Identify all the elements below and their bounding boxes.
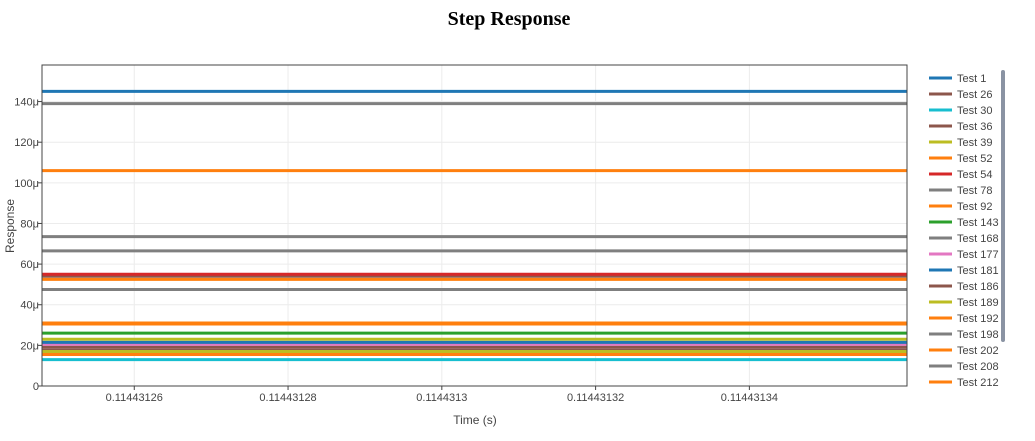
- y-tick-label: 0: [33, 381, 39, 393]
- x-tick-label: 0.11443128: [259, 392, 316, 404]
- legend-item[interactable]: Test 52: [929, 153, 992, 165]
- x-tick-label: 0.11443132: [567, 392, 624, 404]
- legend-item[interactable]: Test 143: [929, 217, 999, 229]
- legend-label: Test 177: [957, 249, 999, 261]
- legend-item[interactable]: Test 39: [929, 137, 992, 149]
- legend-label: Test 26: [957, 89, 992, 101]
- y-tick-label: 120μ: [14, 137, 39, 149]
- y-axis-ticks: 0 20μ 40μ 60μ 80μ 100μ 120μ 140μ: [14, 97, 42, 393]
- legend-item[interactable]: Test 198: [929, 329, 999, 341]
- legend-label: Test 39: [957, 137, 992, 149]
- legend-label: Test 189: [957, 297, 999, 309]
- y-tick-label: 140μ: [14, 97, 39, 109]
- series-lines: [42, 89, 907, 362]
- legend-label: Test 181: [957, 265, 999, 277]
- chart-title: Step Response: [448, 8, 571, 30]
- legend-item[interactable]: Test 1: [929, 73, 986, 85]
- legend-label: Test 168: [957, 233, 999, 245]
- y-axis-title: Response: [3, 199, 17, 253]
- grid-lines: [42, 65, 907, 386]
- legend-label: Test 52: [957, 153, 992, 165]
- legend-label: Test 78: [957, 185, 992, 197]
- legend-item[interactable]: Test 186: [929, 281, 999, 293]
- x-axis-title: Time (s): [453, 413, 497, 427]
- y-tick-label: 20μ: [20, 340, 39, 352]
- legend-scrollbar[interactable]: [1001, 70, 1005, 342]
- legend-item[interactable]: Test 78: [929, 185, 992, 197]
- y-tick-label: 80μ: [20, 218, 39, 230]
- x-tick-label: 0.11443126: [106, 392, 163, 404]
- legend-item[interactable]: Test 181: [929, 265, 999, 277]
- legend-item[interactable]: Test 26: [929, 89, 992, 101]
- legend-label: Test 92: [957, 201, 992, 213]
- legend-item[interactable]: Test 212: [929, 377, 999, 389]
- legend-item[interactable]: Test 192: [929, 313, 999, 325]
- legend-label: Test 36: [957, 121, 992, 133]
- plot-area-frame: [41, 64, 908, 387]
- legend-label: Test 192: [957, 313, 999, 325]
- legend-label: Test 143: [957, 217, 999, 229]
- x-tick-label: 0.11443134: [721, 392, 778, 404]
- y-tick-label: 100μ: [14, 178, 39, 190]
- legend-label: Test 1: [957, 73, 986, 85]
- legend-label: Test 54: [957, 169, 992, 181]
- legend-label: Test 186: [957, 281, 999, 293]
- legend-item[interactable]: Test 30: [929, 105, 992, 117]
- legend-label: Test 212: [957, 377, 999, 389]
- legend[interactable]: Test 1 Test 26 Test 30 Test 36 Test 39 Test 5…: [929, 73, 999, 389]
- legend-item[interactable]: Test 177: [929, 249, 999, 261]
- legend-item[interactable]: Test 92: [929, 201, 992, 213]
- legend-item[interactable]: Test 168: [929, 233, 999, 245]
- legend-item[interactable]: Test 54: [929, 169, 992, 181]
- legend-item[interactable]: Test 208: [929, 361, 999, 373]
- legend-label: Test 208: [957, 361, 999, 373]
- legend-label: Test 30: [957, 105, 992, 117]
- x-tick-label: 0.1144313: [416, 392, 467, 404]
- legend-item[interactable]: Test 189: [929, 297, 999, 309]
- legend-item[interactable]: Test 36: [929, 121, 992, 133]
- y-tick-label: 60μ: [20, 259, 39, 271]
- legend-item[interactable]: Test 202: [929, 345, 999, 357]
- legend-label: Test 198: [957, 329, 999, 341]
- x-axis-ticks: 0.11443126 0.11443128 0.1144313 0.11443132 0…: [106, 386, 778, 404]
- y-tick-label: 40μ: [20, 300, 39, 312]
- legend-label: Test 202: [957, 345, 999, 357]
